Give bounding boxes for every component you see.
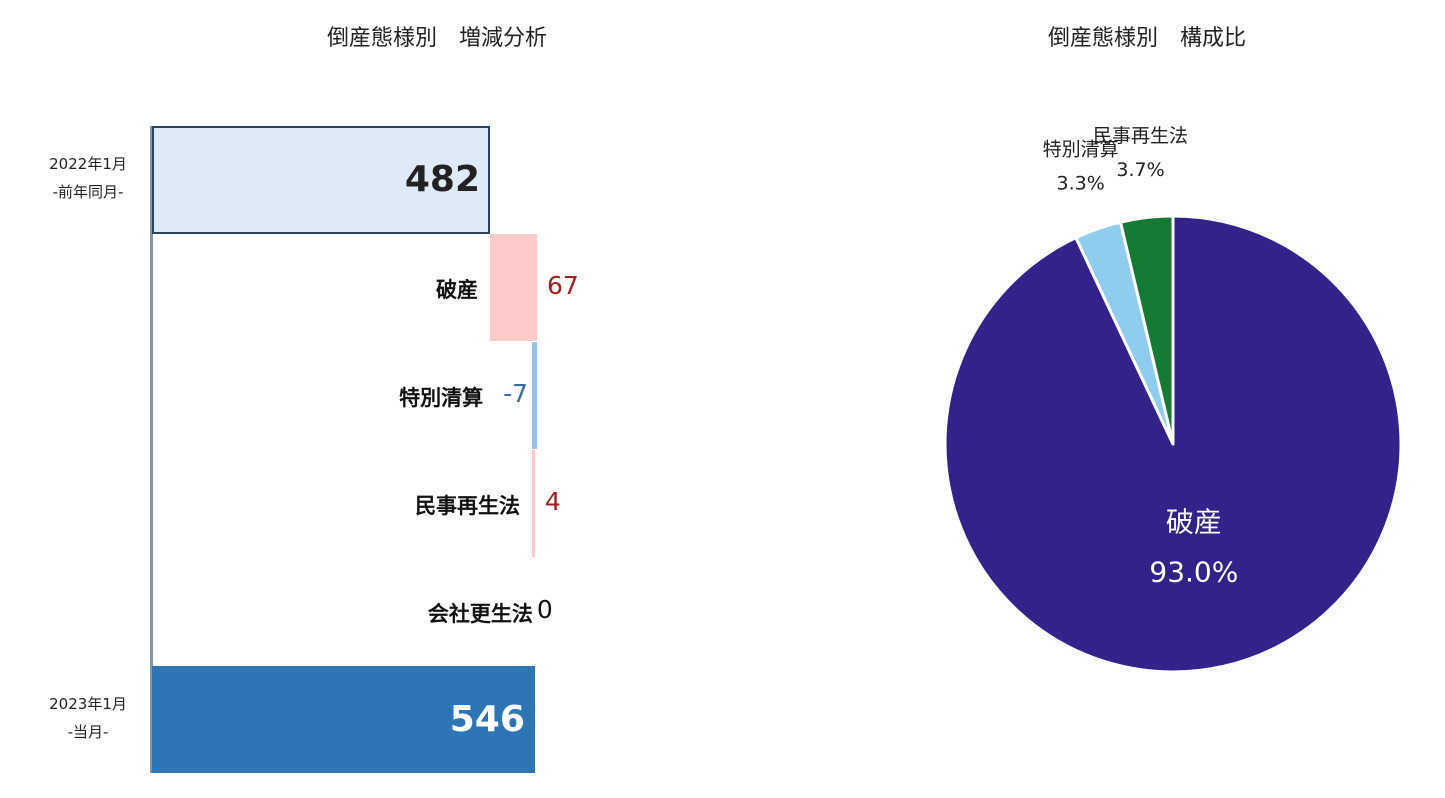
delta-category-label: 会社更生法	[427, 601, 533, 626]
pie-slice-percent: 3.3%	[1056, 173, 1104, 195]
start-period-label: 2022年1月 -前年同月-	[28, 150, 148, 206]
end-total-value: 546	[449, 699, 525, 740]
start-total-bar	[152, 126, 490, 234]
pie-slice-label: 特別清算	[1043, 139, 1119, 161]
delta-bar	[490, 234, 537, 341]
end-period-note: -当月-	[67, 723, 109, 741]
waterfall-title: 倒産態様別 増減分析	[327, 26, 548, 51]
pie-slice-percent: 3.7%	[1116, 159, 1164, 181]
pie-slice-label: 民事再生法	[1093, 125, 1188, 147]
pie-labels: 破産 93.0% 特別清算 3.3% 民事再生法 3.7%	[1043, 125, 1239, 589]
end-period-label: 2023年1月 -当月-	[28, 690, 148, 746]
start-period-note: -前年同月-	[52, 183, 124, 201]
pie-slice	[1118, 214, 1175, 446]
pie-title: 倒産態様別 構成比	[1048, 26, 1247, 51]
start-period-month: 2022年1月	[49, 155, 127, 173]
pie-slice-label: 破産	[1166, 505, 1222, 538]
delta-bar	[532, 342, 537, 449]
pie-slice-percent: 93.0%	[1149, 555, 1238, 588]
delta-value-label: 0	[536, 594, 553, 624]
delta-category-label: 特別清算	[399, 385, 484, 410]
pie-slices	[943, 214, 1403, 674]
delta-bar	[532, 450, 535, 557]
delta-category-label: 破産	[436, 277, 478, 302]
pie-chart: 破産 93.0% 特別清算 3.3% 民事再生法 3.7%	[943, 125, 1403, 674]
delta-value-label: 4	[544, 486, 561, 516]
end-period-month: 2023年1月	[49, 695, 127, 713]
end-total-bar	[152, 666, 535, 773]
delta-value-label: -7	[503, 378, 529, 408]
category-axis-line	[150, 126, 153, 773]
start-total-value: 482	[404, 159, 480, 200]
delta-category-label: 民事再生法	[415, 493, 521, 518]
delta-value-label: 67	[546, 270, 579, 300]
